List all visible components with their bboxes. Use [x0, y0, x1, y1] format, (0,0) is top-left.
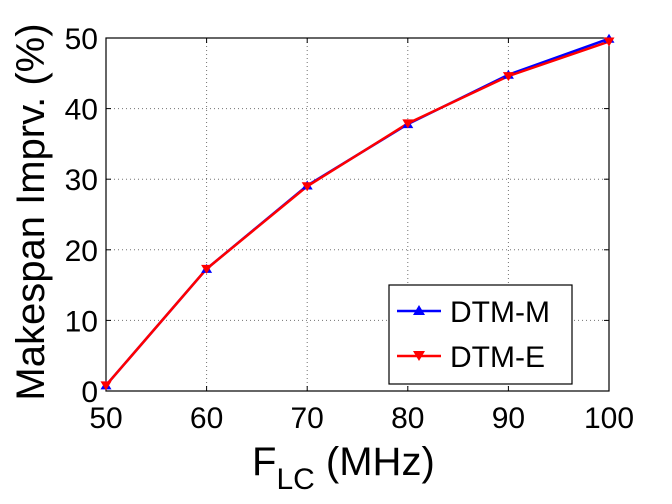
series-markers [100, 33, 615, 391]
x-tick-label: 80 [391, 402, 424, 435]
x-axis-label-subscript: LC [276, 463, 314, 496]
data-point-dtm-e [502, 72, 514, 82]
legend-marker-dtm-m [413, 305, 425, 315]
y-tick-label: 0 [81, 376, 98, 409]
x-tick-label: 60 [190, 402, 223, 435]
y-tick-label: 30 [65, 164, 98, 197]
x-tick-label: 50 [89, 402, 122, 435]
y-tick-label: 20 [65, 235, 98, 268]
legend-box [388, 284, 573, 385]
legend: DTM-M DTM-E [388, 284, 573, 385]
legend-marker-dtm-e [413, 351, 425, 361]
series-lines [105, 37, 610, 387]
data-point-dtm-e [402, 119, 414, 129]
y-tick-label: 10 [65, 305, 98, 338]
data-point-dtm-e [201, 264, 213, 274]
x-tick-label: 90 [492, 402, 525, 435]
data-point-dtm-e [603, 37, 615, 47]
tick-labels: 50 60 70 80 90 100 0 10 20 30 40 50 [65, 23, 634, 435]
data-point-dtm-e [100, 381, 112, 391]
x-axis-label-main: F [252, 440, 276, 484]
series-line-dtm-e [105, 40, 610, 387]
y-tick-label: 40 [65, 94, 98, 127]
legend-label-dtm-e: DTM-E [450, 341, 545, 374]
x-tick-label: 100 [584, 402, 634, 435]
y-axis-label: Makespan Imprv. (%) [9, 23, 53, 400]
x-axis-label-unit: (MHz) [315, 440, 435, 484]
grid-lines [106, 38, 609, 391]
legend-label-dtm-m: DTM-M [450, 296, 550, 329]
data-point-dtm-e [301, 182, 313, 192]
x-axis-label: FLC (MHz) [252, 440, 435, 496]
y-tick-label: 50 [65, 23, 98, 56]
x-tick-label: 70 [291, 402, 324, 435]
plot-area-frame [105, 37, 610, 392]
